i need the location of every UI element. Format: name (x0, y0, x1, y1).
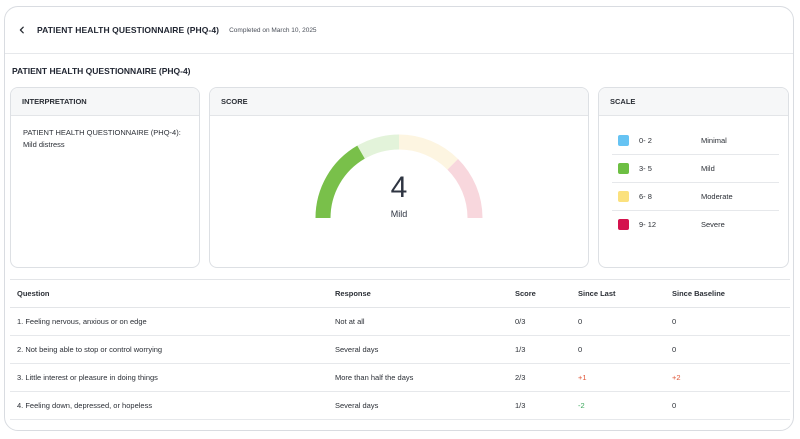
gauge-segment (447, 158, 483, 219)
response-cell: More than half the days (328, 363, 508, 392)
since-last-cell: 0 (571, 307, 665, 336)
page-title: PATIENT HEALTH QUESTIONNAIRE (PHQ-4) (37, 25, 220, 35)
scale-swatch (618, 163, 629, 174)
since-baseline-cell: 0 (665, 391, 790, 420)
gauge-segment (398, 134, 459, 170)
score-card: SCORE 4 Mild (209, 87, 589, 268)
scale-label: Mild (701, 164, 715, 173)
question-cell: 3. Little interest or pleasure in doing … (10, 363, 328, 392)
since-last-cell: 0 (571, 335, 665, 364)
score-cell: 1/3 (508, 335, 571, 364)
since-last-cell: +1 (571, 363, 665, 392)
scale-range: 6- 8 (639, 192, 652, 201)
scale-range: 0- 2 (639, 136, 652, 145)
gauge-fill (315, 145, 365, 219)
gauge-svg (315, 134, 483, 219)
response-cell: Not at all (328, 307, 508, 336)
section-title: PATIENT HEALTH QUESTIONNAIRE (PHQ-4) (12, 66, 191, 76)
scale-row: 3- 5 Mild (612, 155, 779, 183)
scale-swatch (618, 219, 629, 230)
column-header-question: Question (10, 279, 328, 308)
column-header-score: Score (508, 279, 571, 308)
scale-label: Moderate (701, 192, 733, 201)
scale-swatch (618, 191, 629, 202)
score-cell: 1/3 (508, 391, 571, 420)
since-baseline-cell: 0 (665, 335, 790, 364)
score-gauge: 4 Mild (210, 115, 588, 267)
table-row: 1. Feeling nervous, anxious or on edge No… (10, 307, 790, 336)
score-value: 4 (390, 171, 408, 204)
scale-range: 9- 12 (639, 220, 657, 229)
scale-row: 0- 2 Minimal (612, 127, 779, 155)
score-cell: 0/3 (508, 307, 571, 336)
back-button[interactable] (13, 21, 31, 39)
scale-card: SCALE 0- 2 Minimal 3- 5 Mild 6- 8 Moderate 9- … (598, 87, 789, 268)
question-cell: 1. Feeling nervous, anxious or on edge (10, 307, 328, 336)
scale-row: 6- 8 Moderate (612, 183, 779, 211)
scale-heading: SCALE (599, 88, 788, 116)
interpretation-card: INTERPRETATION PATIENT HEALTH QUESTIONNA… (10, 87, 200, 268)
top-bar: PATIENT HEALTH QUESTIONNAIRE (PHQ-4) Com… (5, 7, 793, 54)
column-header-response: Response (328, 279, 508, 308)
since-baseline-cell: +2 (665, 363, 790, 392)
chevron-left-icon (19, 26, 24, 34)
question-cell: 4. Feeling down, depressed, or hopeless (10, 391, 328, 420)
score-label: Mild (390, 209, 408, 219)
interpretation-text: PATIENT HEALTH QUESTIONNAIRE (PHQ-4): Mi… (23, 128, 181, 149)
response-cell: Several days (328, 335, 508, 364)
questionnaire-panel: PATIENT HEALTH QUESTIONNAIRE (PHQ-4) Com… (4, 6, 794, 431)
scale-list: 0- 2 Minimal 3- 5 Mild 6- 8 Moderate 9- 12 Seve… (599, 116, 788, 238)
table-header-row: Question Response Score Since Last Since… (10, 279, 790, 308)
scale-row: 9- 12 Severe (612, 211, 779, 238)
score-cell: 2/3 (508, 363, 571, 392)
question-cell: 2. Not being able to stop or control wor… (10, 335, 328, 364)
scale-swatch (618, 135, 629, 146)
column-header-since-last: Since Last (571, 279, 665, 308)
scale-range: 3- 5 (639, 164, 652, 173)
table-row: 3. Little interest or pleasure in doing … (10, 363, 790, 392)
column-header-since-baseline: Since Baseline (665, 279, 790, 308)
table-row: 4. Feeling down, depressed, or hopeless S… (10, 391, 790, 420)
scale-label: Minimal (701, 136, 727, 145)
responses-table: Question Response Score Since Last Since… (10, 279, 790, 420)
since-last-cell: -2 (571, 391, 665, 420)
interpretation-heading: INTERPRETATION (11, 88, 199, 116)
scale-label: Severe (701, 220, 725, 229)
score-heading: SCORE (210, 88, 588, 116)
completed-date: Completed on March 10, 2025 (229, 26, 317, 34)
response-cell: Several days (328, 391, 508, 420)
since-baseline-cell: 0 (665, 307, 790, 336)
table-row: 2. Not being able to stop or control wor… (10, 335, 790, 364)
